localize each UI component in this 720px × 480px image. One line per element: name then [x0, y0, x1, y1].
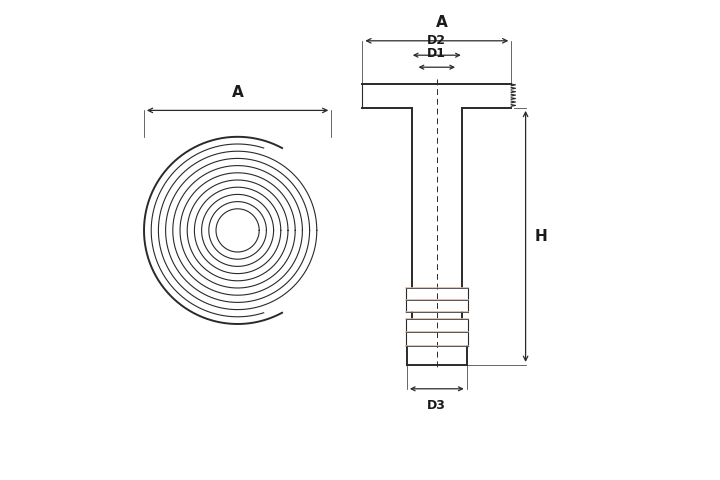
- Text: A: A: [436, 15, 448, 30]
- Text: D1: D1: [427, 47, 446, 60]
- Text: D2: D2: [427, 34, 446, 47]
- Text: A: A: [232, 85, 243, 100]
- Text: D3: D3: [428, 399, 446, 412]
- Text: H: H: [534, 229, 547, 244]
